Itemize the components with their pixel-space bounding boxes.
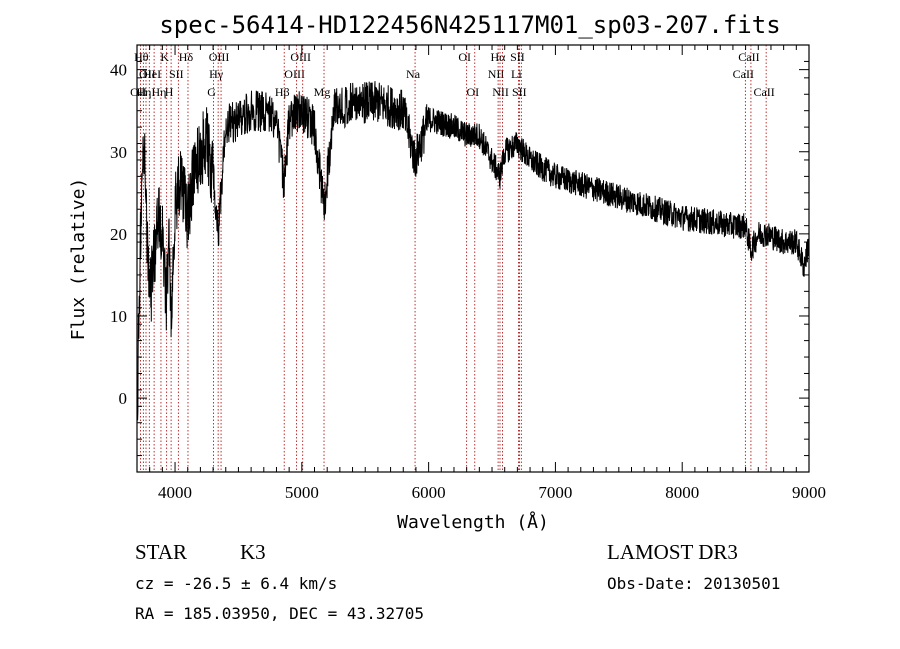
line-marker-label: OI [466,85,479,99]
subclass: K3 [240,540,266,564]
survey-name: LAMOST DR3 [607,540,738,564]
y-axis-ticks: 0 10 20 30 40 [110,44,809,473]
line-marker-label: SII [169,67,184,81]
line-markers: OIIHθHηOIIHeIHηKHSIIHδGHγOIIIHβOIIIOIIIM… [130,45,775,472]
y-tick-label: 20 [110,225,127,244]
x-tick-label: 5000 [285,483,319,502]
x-tick-label: 9000 [792,483,826,502]
line-marker-label: CaII [738,50,759,64]
obs-date: Obs-Date: 20130501 [607,574,780,593]
line-marker-label: Hδ [179,50,194,64]
line-marker-label: CaII [753,85,774,99]
object-type: STAR [135,540,187,564]
line-marker-label: Hβ [275,85,290,99]
x-axis-label: Wavelength (Å) [397,511,549,533]
line-marker-label: Hγ [209,67,224,81]
coordinates: RA = 185.03950, DEC = 43.32705 [135,604,424,623]
x-tick-label: 8000 [665,483,699,502]
line-marker-label: OI [458,50,471,64]
line-marker-label: OII [130,85,147,99]
x-tick-label: 6000 [412,483,446,502]
line-marker-label: K [160,50,169,64]
x-tick-label: 4000 [158,483,192,502]
line-marker-label: OIII [284,67,305,81]
redshift-readout: cz = -26.5 ± 6.4 km/s [135,574,337,593]
y-tick-label: 0 [119,389,128,408]
line-marker-label: Mg [314,85,331,99]
line-marker-label: HeI [143,67,161,81]
y-tick-label: 40 [110,61,127,80]
line-marker-label: OIII [290,50,311,64]
line-marker-label: H [165,85,174,99]
line-marker-label: OII [139,67,156,81]
line-marker-label: Na [406,67,421,81]
line-marker-label: SII [510,50,525,64]
y-tick-label: 30 [110,143,127,162]
y-axis-label: Flux (relative) [68,178,89,341]
line-marker-label: CaII [733,67,754,81]
line-marker-label: NII [488,67,505,81]
x-tick-label: 7000 [538,483,572,502]
line-marker-label: NII [492,85,509,99]
line-marker-label: Li [511,67,522,81]
line-marker-label: OIII [209,50,230,64]
line-marker-label: Hα [491,50,507,64]
spectrum-line [137,81,809,421]
chart-title: spec-56414-HD122456N425117M01_sp03-207.f… [159,11,780,39]
line-marker-label: Hθ [134,50,149,64]
line-marker-label: SII [512,85,527,99]
line-marker-label: G [207,85,216,99]
line-marker-label: Hη [137,85,152,99]
line-marker-label: Hη [151,85,166,99]
y-tick-label: 10 [110,307,127,326]
x-axis-ticks: 4000 5000 6000 7000 8000 9000 [136,45,826,502]
